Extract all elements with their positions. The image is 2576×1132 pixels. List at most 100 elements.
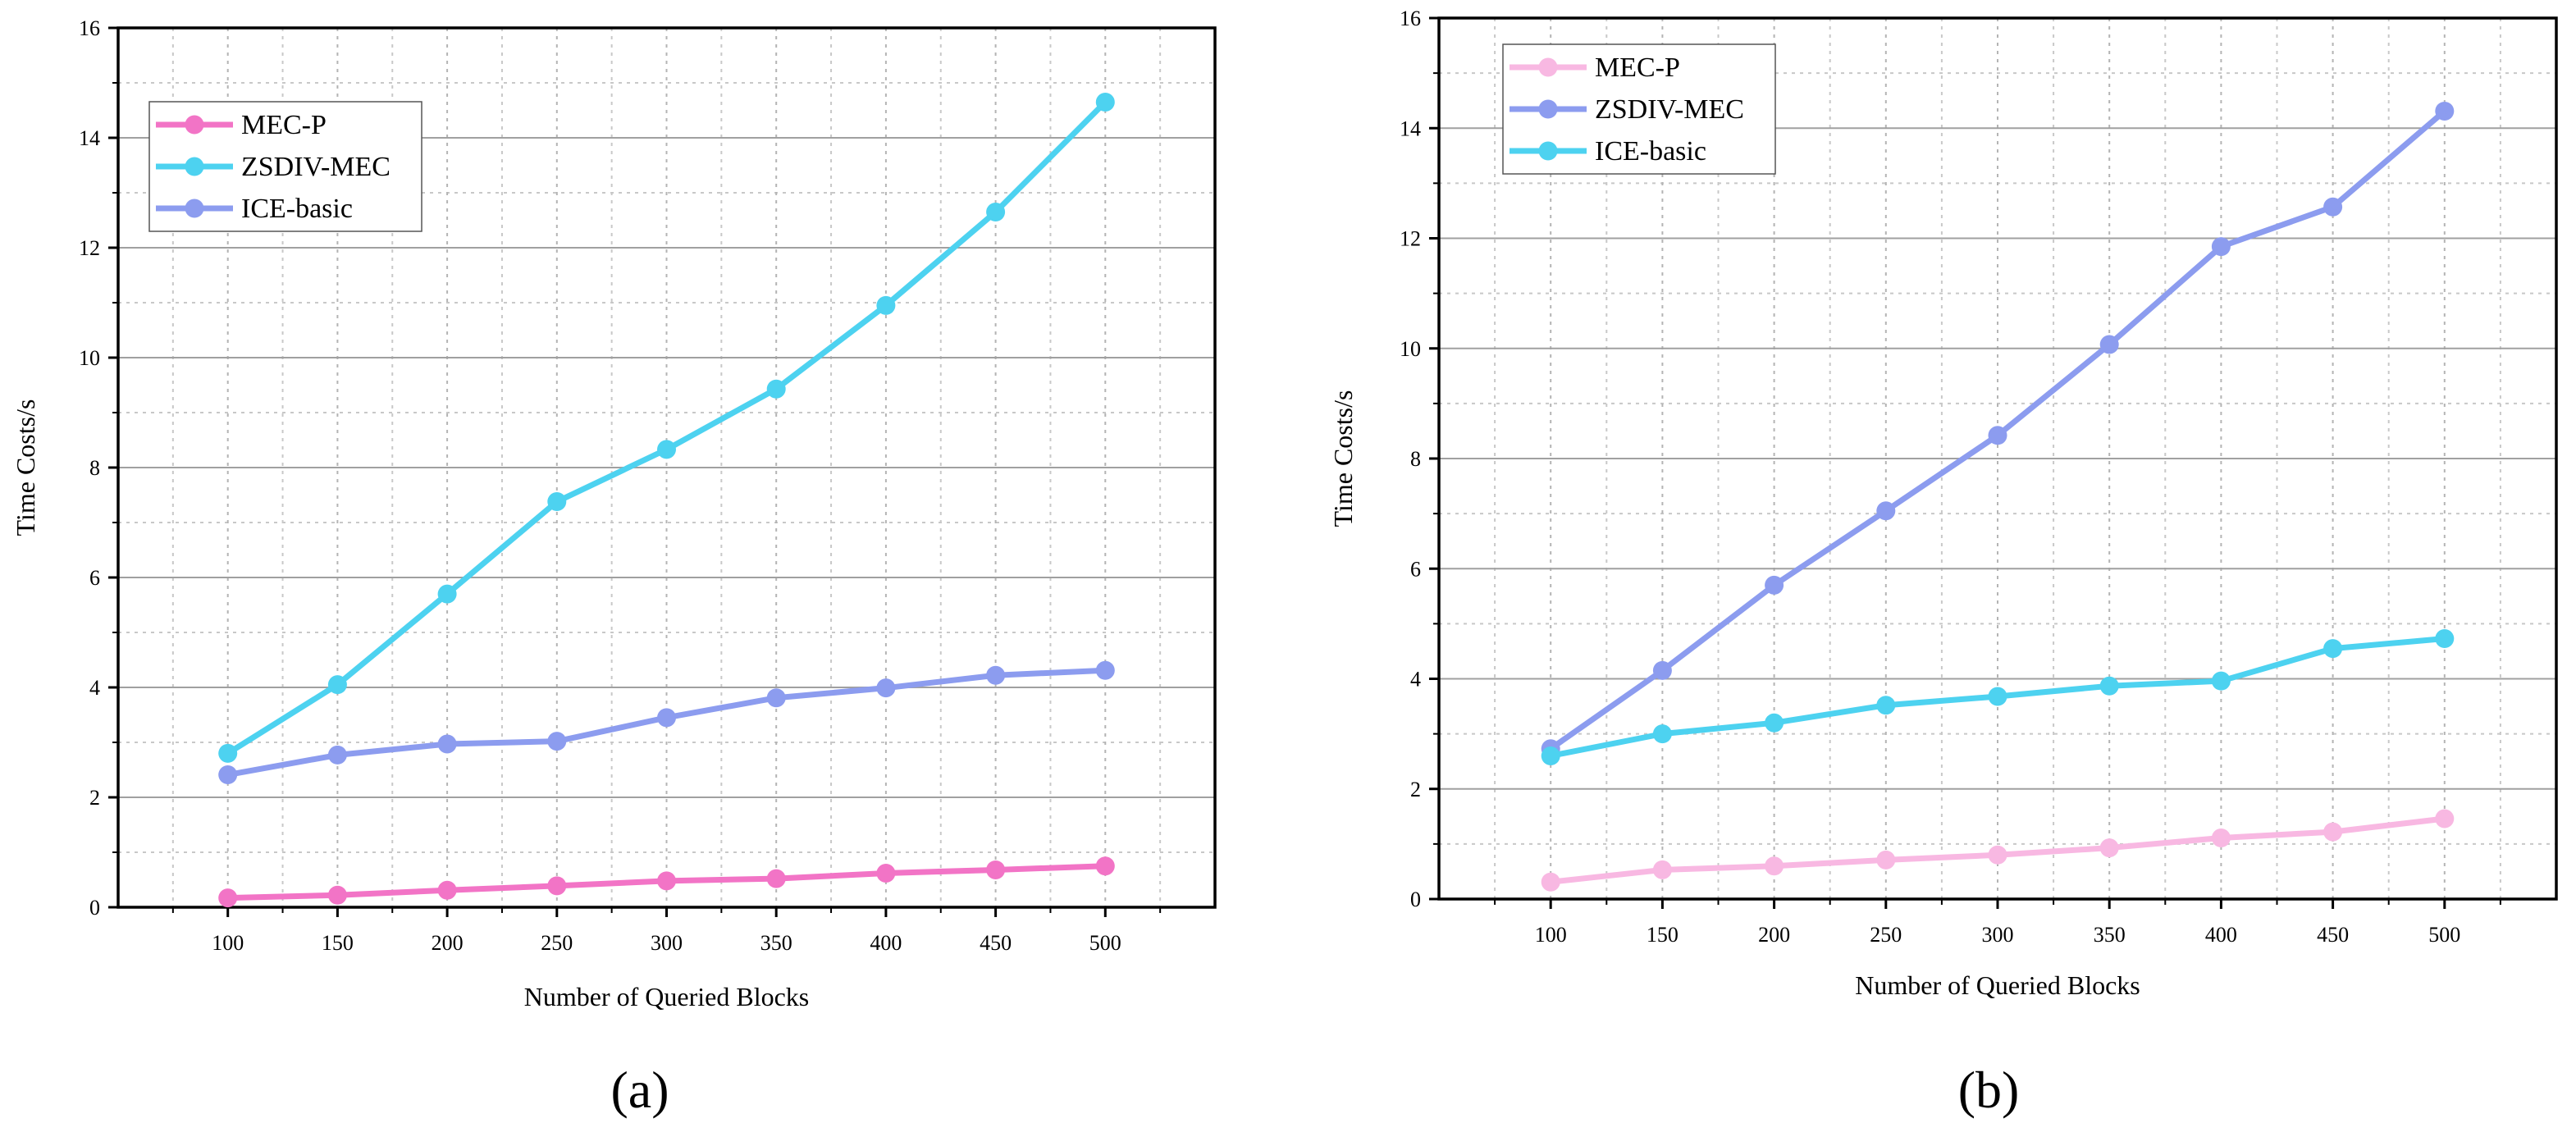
y-tick-label: 10	[79, 346, 100, 370]
y-tick-label: 0	[1410, 888, 1421, 911]
data-point-zsdiv-mec	[2435, 101, 2455, 121]
data-point-ice-basic	[547, 732, 567, 751]
data-point-mec-p	[1876, 850, 1896, 870]
legend-label-mec-p: MEC-P	[241, 110, 327, 140]
data-point-zsdiv-mec	[1765, 575, 1784, 595]
data-point-zsdiv-mec	[657, 440, 676, 459]
y-tick-label: 8	[89, 456, 100, 480]
data-point-mec-p	[2323, 822, 2343, 842]
x-tick-label: 300	[651, 931, 683, 955]
legend-marker-ice-basic	[185, 199, 204, 218]
x-tick-label: 250	[1870, 923, 1902, 947]
data-point-mec-p	[1988, 845, 2007, 865]
data-point-zsdiv-mec	[2323, 197, 2343, 217]
y-axis-label: Time Costs/s	[11, 399, 40, 536]
x-tick-label: 500	[1089, 931, 1121, 955]
legend-marker-zsdiv-mec	[1538, 99, 1558, 119]
x-axis-label: Number of Queried Blocks	[524, 982, 809, 1011]
legend-label-zsdiv-mec: ZSDIV-MEC	[1595, 94, 1744, 125]
data-point-ice-basic	[2099, 676, 2119, 696]
data-point-mec-p	[2099, 838, 2119, 858]
data-point-ice-basic	[2323, 639, 2343, 659]
y-tick-label: 4	[89, 676, 100, 700]
data-point-mec-p	[1095, 856, 1115, 876]
legend-marker-mec-p	[185, 115, 204, 135]
data-point-ice-basic	[876, 678, 896, 698]
data-point-ice-basic	[327, 745, 347, 765]
legend-marker-mec-p	[1538, 57, 1558, 77]
x-tick-label: 350	[760, 931, 792, 955]
x-axis-label: Number of Queried Blocks	[1855, 970, 2140, 1000]
data-point-ice-basic	[1541, 746, 1560, 765]
x-tick-label: 100	[1535, 923, 1567, 947]
data-point-zsdiv-mec	[1988, 426, 2007, 445]
data-point-ice-basic	[1652, 724, 1672, 744]
data-point-zsdiv-mec	[218, 743, 238, 763]
y-tick-label: 4	[1410, 668, 1421, 692]
y-tick-label: 16	[79, 16, 100, 40]
data-point-zsdiv-mec	[327, 675, 347, 695]
data-point-mec-p	[327, 885, 347, 905]
y-tick-label: 12	[1400, 227, 1421, 251]
data-point-zsdiv-mec	[437, 584, 457, 604]
chart-panel-a: 0 2 4 6 8 10 12 14 16 100 150 200 250 300 350 400 450 500…	[11, 16, 1217, 1119]
legend: MEC-P ZSDIV-MEC ICE-basic	[148, 101, 422, 232]
x-tick-label: 200	[432, 931, 464, 955]
legend: MEC-P ZSDIV-MEC ICE-basic	[1502, 43, 1776, 175]
data-point-zsdiv-mec	[2211, 237, 2231, 257]
data-point-mec-p	[218, 888, 238, 908]
data-point-zsdiv-mec	[876, 295, 896, 315]
x-tick-label: 500	[2428, 923, 2460, 947]
y-tick-label: 10	[1400, 337, 1421, 361]
data-point-mec-p	[547, 876, 567, 896]
data-point-ice-basic	[766, 688, 786, 708]
data-point-mec-p	[766, 869, 786, 888]
data-point-ice-basic	[986, 665, 1006, 685]
legend-label-ice-basic: ICE-basic	[241, 194, 353, 224]
x-tick-label: 450	[2317, 923, 2349, 947]
data-point-mec-p	[1541, 872, 1560, 892]
data-point-ice-basic	[1765, 713, 1784, 733]
y-tick-label: 6	[89, 566, 100, 590]
data-point-mec-p	[2435, 809, 2455, 828]
data-point-ice-basic	[1876, 696, 1896, 715]
data-point-mec-p	[437, 880, 457, 900]
x-tick-label: 350	[2094, 923, 2126, 947]
data-point-mec-p	[876, 863, 896, 883]
data-point-zsdiv-mec	[1095, 92, 1115, 112]
data-point-zsdiv-mec	[2099, 335, 2119, 354]
panel-caption: (b)	[1958, 1061, 2020, 1119]
y-axis-label: Time Costs/s	[1328, 390, 1358, 527]
x-tick-label: 250	[541, 931, 573, 955]
data-point-ice-basic	[657, 708, 676, 728]
y-tick-label: 14	[79, 126, 100, 150]
data-point-ice-basic	[2435, 628, 2455, 648]
x-tick-label: 150	[322, 931, 354, 955]
data-point-mec-p	[657, 871, 676, 891]
data-point-mec-p	[2211, 828, 2231, 847]
data-point-mec-p	[986, 860, 1006, 879]
data-point-zsdiv-mec	[1652, 660, 1672, 680]
data-point-ice-basic	[1988, 687, 2007, 706]
data-point-mec-p	[1765, 856, 1784, 876]
data-point-ice-basic	[218, 765, 238, 785]
y-tick-label: 8	[1410, 447, 1421, 471]
y-tick-label: 16	[1400, 7, 1421, 30]
x-tick-label: 150	[1647, 923, 1679, 947]
legend-marker-zsdiv-mec	[185, 157, 204, 176]
y-tick-label: 14	[1400, 116, 1421, 140]
legend-label-mec-p: MEC-P	[1595, 52, 1680, 83]
data-point-zsdiv-mec	[986, 202, 1006, 221]
legend-marker-ice-basic	[1538, 141, 1558, 161]
data-point-zsdiv-mec	[547, 492, 567, 512]
y-tick-label: 6	[1410, 557, 1421, 581]
legend-label-zsdiv-mec: ZSDIV-MEC	[241, 152, 391, 182]
x-tick-label: 400	[870, 931, 902, 955]
data-point-ice-basic	[437, 734, 457, 754]
legend-label-ice-basic: ICE-basic	[1595, 136, 1706, 167]
x-tick-label: 100	[212, 931, 244, 955]
data-point-zsdiv-mec	[766, 379, 786, 399]
panel-caption: (a)	[610, 1061, 669, 1119]
data-point-ice-basic	[2211, 671, 2231, 691]
